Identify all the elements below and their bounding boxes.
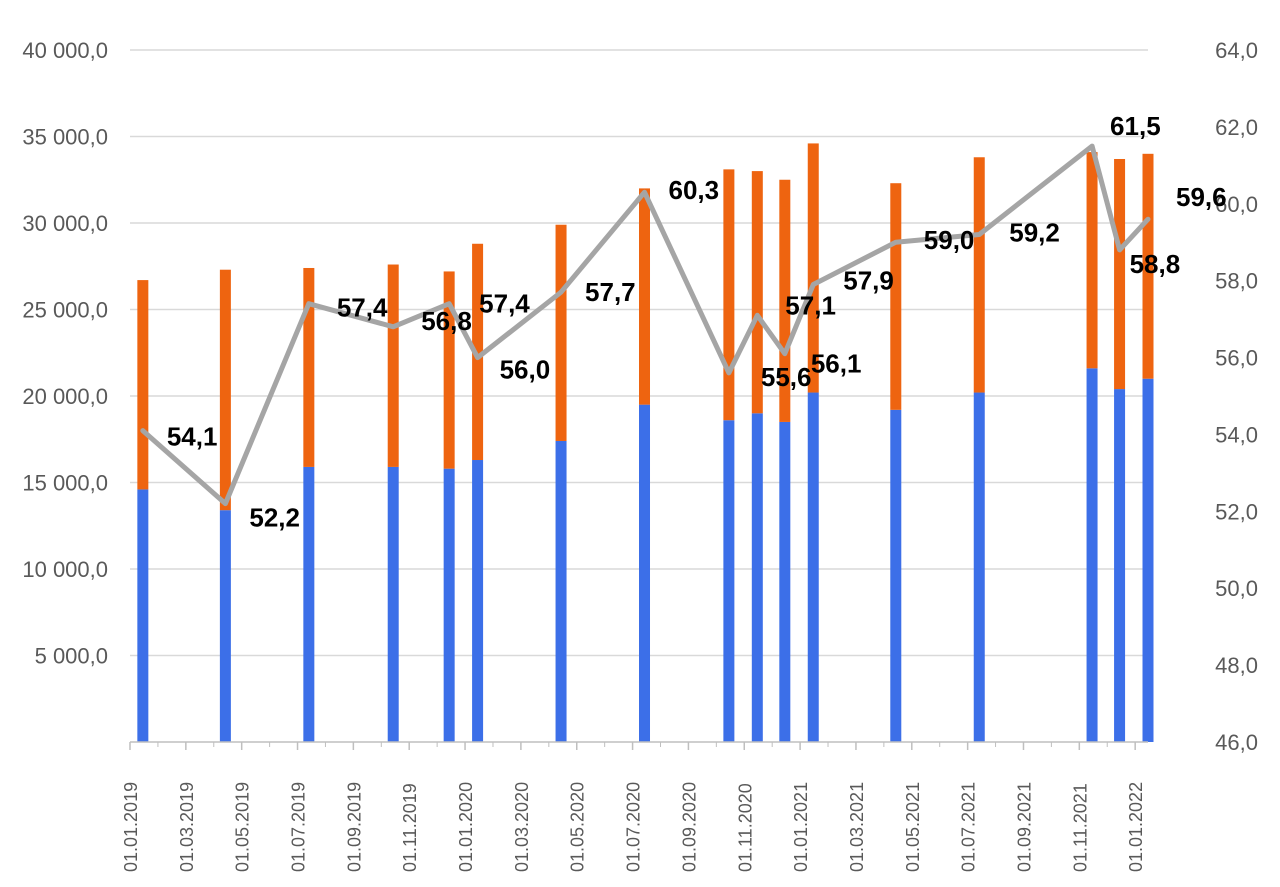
bar-blue xyxy=(1086,368,1098,742)
x-tick-label: 01.01.2020 xyxy=(456,782,476,872)
bar-blue xyxy=(639,404,651,742)
x-tick-label: 01.11.2019 xyxy=(400,783,420,872)
y-right-tick-label: 62,0 xyxy=(1215,115,1258,140)
y-left-tick-label: 5 000,0 xyxy=(35,644,108,669)
data-label: 57,4 xyxy=(337,293,388,323)
bar-blue xyxy=(890,409,902,742)
bar-orange xyxy=(137,280,149,490)
data-label: 59,0 xyxy=(924,225,975,255)
y-right-tick-label: 60,0 xyxy=(1215,192,1258,217)
x-tick-label: 01.03.2020 xyxy=(512,782,532,872)
bar-blue xyxy=(973,392,985,742)
gridlines xyxy=(130,49,1148,657)
y-left-tick-label: 30 000,0 xyxy=(22,211,108,236)
x-tick-label: 01.01.2022 xyxy=(1126,782,1146,872)
y-right-tick-label: 64,0 xyxy=(1215,38,1258,63)
bar-orange xyxy=(443,271,455,469)
data-label: 59,2 xyxy=(1009,218,1060,248)
bar-orange xyxy=(751,171,763,414)
x-tick-label: 01.01.2021 xyxy=(791,782,811,872)
bar-orange xyxy=(1142,153,1154,379)
y-axis-right: 64,0 62,0 60,0 58,0 56,0 54,0 52,0 50,0 48,0 46,0 xyxy=(1215,38,1258,755)
x-tick-label: 01.05.2021 xyxy=(903,782,923,872)
bar-orange xyxy=(973,157,985,393)
data-label: 55,6 xyxy=(761,362,812,392)
x-tick-labels: 01.01.2019 01.03.2019 01.05.2019 01.07.2019… xyxy=(121,782,1146,872)
y-right-tick-label: 46,0 xyxy=(1215,730,1258,755)
bar-orange xyxy=(303,267,315,467)
y-left-tick-label: 35 000,0 xyxy=(22,125,108,150)
data-label: 57,4 xyxy=(479,289,530,319)
bar-blue xyxy=(1142,378,1154,742)
y-left-tick-label: 40 000,0 xyxy=(22,38,108,63)
y-left-tick-label: 25 000,0 xyxy=(22,298,108,323)
x-tick-label: 01.05.2019 xyxy=(233,782,253,872)
bar-blue xyxy=(751,413,763,742)
bar-blue xyxy=(137,489,149,742)
bar-orange xyxy=(1114,158,1126,390)
data-label: 57,9 xyxy=(843,266,894,296)
bar-orange xyxy=(472,243,484,461)
data-label: 57,7 xyxy=(585,277,636,307)
line-series xyxy=(140,143,1151,507)
bar-orange xyxy=(387,264,399,467)
bar-blue xyxy=(443,468,455,742)
y-right-tick-label: 50,0 xyxy=(1215,576,1258,601)
x-tick-label: 01.01.2019 xyxy=(121,782,141,872)
y-right-tick-label: 48,0 xyxy=(1215,653,1258,678)
bar-blue xyxy=(1114,389,1126,742)
data-label: 54,1 xyxy=(167,422,218,452)
data-label: 56,8 xyxy=(421,306,472,336)
bar-orange xyxy=(1086,152,1098,369)
x-tick-label: 01.07.2021 xyxy=(959,782,979,872)
bar-orange xyxy=(779,179,791,422)
x-tick-label: 01.09.2021 xyxy=(1014,782,1034,872)
bar-blue xyxy=(387,466,399,742)
data-label: 56,1 xyxy=(811,349,862,379)
data-labels: 54,152,257,4 56,857,456,057,760,355,657,1… xyxy=(167,111,1227,533)
bar-orange xyxy=(219,269,231,511)
x-tick-label: 01.07.2020 xyxy=(624,782,644,872)
y-axis-left: 40 000,0 35 000,0 30 000,0 25 000,0 20 000,0… xyxy=(22,38,108,669)
x-tick-label: 01.03.2019 xyxy=(177,782,197,872)
bar-blue xyxy=(807,392,819,742)
x-tick-label: 01.11.2021 xyxy=(1070,783,1090,872)
data-label: 57,1 xyxy=(785,290,836,320)
bar-orange xyxy=(807,143,819,393)
bar-blue xyxy=(555,440,567,742)
data-label: 59,6 xyxy=(1176,182,1227,212)
bar-orange xyxy=(890,183,902,410)
bar-blue xyxy=(472,460,484,742)
x-tick-label: 01.09.2019 xyxy=(344,782,364,872)
y-right-tick-label: 54,0 xyxy=(1215,422,1258,447)
line-series-path xyxy=(140,143,1151,507)
data-label: 56,0 xyxy=(500,355,551,385)
y-left-tick-label: 20 000,0 xyxy=(22,384,108,409)
bar-blue xyxy=(219,510,231,742)
bar-blue xyxy=(779,421,791,742)
bars xyxy=(137,143,1154,742)
data-label: 61,5 xyxy=(1110,111,1161,141)
x-tick-label: 01.11.2020 xyxy=(735,783,755,872)
x-tick-label: 01.09.2020 xyxy=(679,782,699,872)
y-left-tick-label: 10 000,0 xyxy=(22,557,108,582)
bar-orange xyxy=(555,224,567,441)
y-left-tick-label: 15 000,0 xyxy=(22,471,108,496)
x-tick-label: 01.07.2019 xyxy=(289,782,309,872)
x-axis xyxy=(129,741,1148,750)
bar-orange xyxy=(639,188,651,405)
bar-orange xyxy=(723,169,735,421)
y-right-tick-label: 52,0 xyxy=(1215,499,1258,524)
data-label: 58,8 xyxy=(1130,249,1181,279)
data-label: 52,2 xyxy=(249,503,300,533)
bar-blue xyxy=(723,420,735,742)
bar-blue xyxy=(303,466,315,742)
x-tick-label: 01.03.2021 xyxy=(847,782,867,872)
data-label: 60,3 xyxy=(669,175,720,205)
x-tick-label: 01.05.2020 xyxy=(568,782,588,872)
y-right-tick-label: 56,0 xyxy=(1215,346,1258,371)
y-right-tick-label: 58,0 xyxy=(1215,269,1258,294)
